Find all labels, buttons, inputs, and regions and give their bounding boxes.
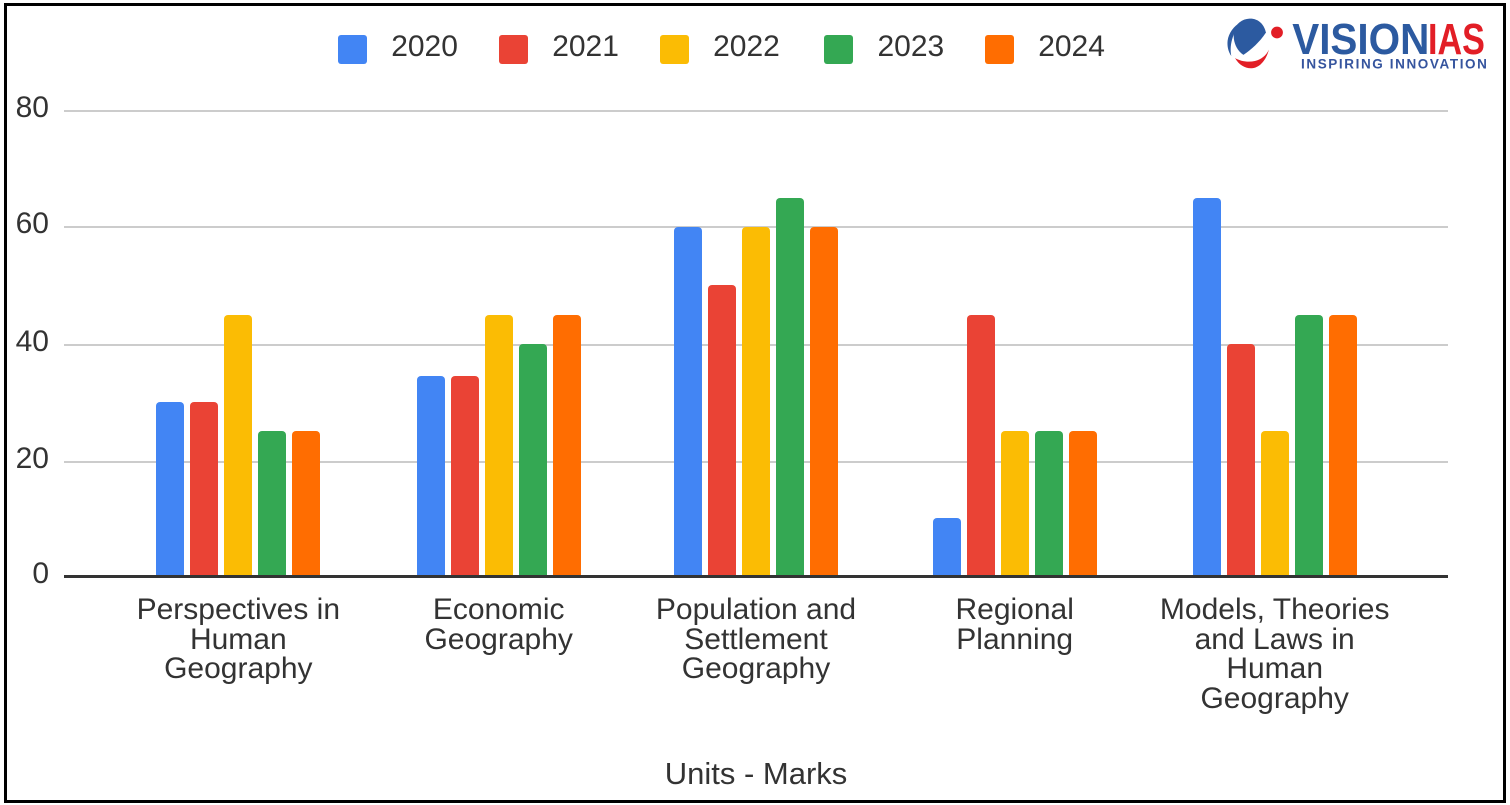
svg-text:INSPIRING INNOVATION: INSPIRING INNOVATION bbox=[1301, 57, 1489, 72]
svg-text:IAS: IAS bbox=[1428, 15, 1485, 64]
svg-text:VISION: VISION bbox=[1292, 14, 1429, 63]
